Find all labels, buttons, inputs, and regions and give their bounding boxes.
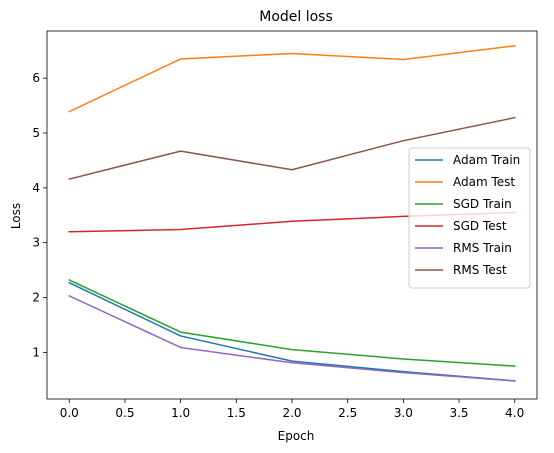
x-tick-label: 0.5	[115, 406, 134, 420]
series-line-sgd-train	[68, 278, 516, 367]
legend-label: Adam Train	[453, 153, 520, 167]
x-tick-label: 4.0	[505, 406, 524, 420]
x-tick-label: 0.0	[60, 406, 79, 420]
x-tick-label: 2.5	[338, 406, 357, 420]
series-line-rms-test	[68, 116, 516, 180]
legend-label: Adam Test	[453, 175, 515, 189]
series-line-adam-test	[68, 44, 516, 113]
x-tick-label: 3.5	[449, 406, 468, 420]
y-axis-title: Loss	[9, 203, 23, 229]
x-axis-title: Epoch	[278, 429, 315, 443]
y-tick-label: 1	[32, 345, 40, 359]
x-tick-label: 3.0	[394, 406, 413, 420]
y-tick-label: 5	[32, 126, 40, 140]
series-line-adam-train	[68, 281, 516, 382]
legend-label: RMS Train	[453, 241, 512, 255]
x-tick-label: 1.5	[227, 406, 246, 420]
y-tick-label: 6	[32, 71, 40, 85]
legend-box	[408, 147, 531, 289]
axes: 0.0 0.5 1.0 1.5 2.0 2.5 3.0 3.5 4.0 1 2 3 4 5 6	[32, 30, 538, 420]
y-tick-label: 2	[32, 291, 40, 305]
legend-label: SGD Train	[453, 197, 512, 211]
legend-label: RMS Test	[453, 263, 507, 277]
chart-title: Model loss	[259, 9, 333, 25]
series-line-rms-train	[68, 294, 516, 382]
x-tick-label: 1.0	[171, 406, 190, 420]
legend-label: SGD Test	[453, 219, 507, 233]
x-tick-label: 2.0	[282, 406, 301, 420]
legend: Adam Train Adam Test SGD Train SGD Test RMS …	[408, 147, 531, 289]
plot-area	[68, 44, 516, 382]
y-tick-label: 4	[32, 181, 40, 195]
y-tick-label: 3	[32, 236, 40, 250]
